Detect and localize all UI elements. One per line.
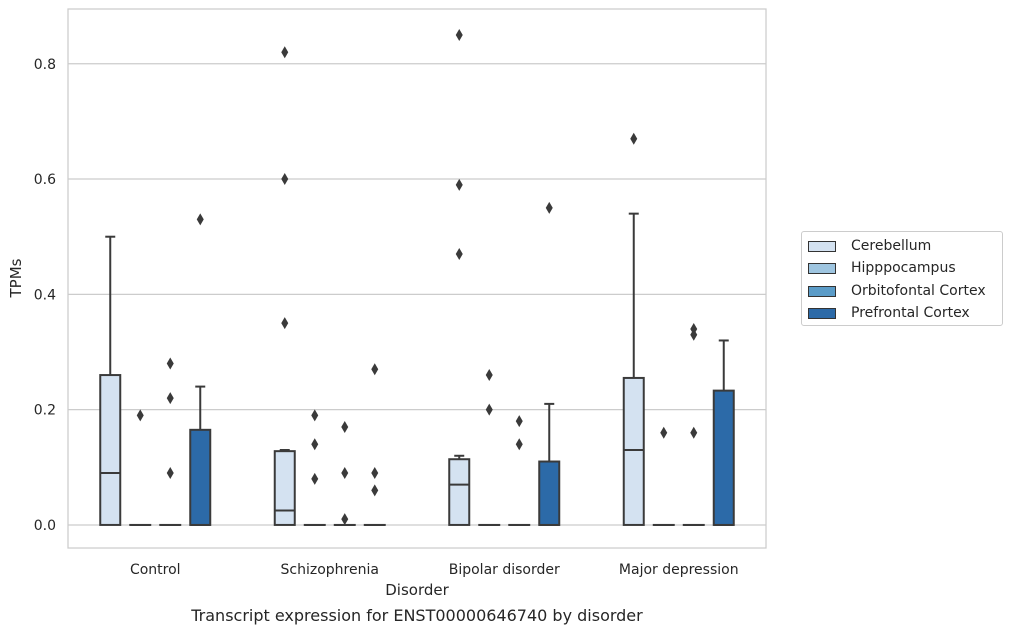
box-body <box>622 376 645 526</box>
outlier-point <box>455 248 463 260</box>
box-body <box>99 374 122 526</box>
box <box>682 322 705 526</box>
outlier-point <box>660 426 668 439</box>
box <box>478 369 501 526</box>
legend-swatch-cerebellum <box>808 240 836 252</box>
outlier-point <box>311 409 319 422</box>
y-axis-label: TPMs <box>7 258 25 298</box>
outlier-point <box>690 426 698 439</box>
legend-label-hippocampus: Hipppocampus <box>851 260 956 276</box>
outlier-point <box>515 415 523 428</box>
x-tick-label: Bipolar disorder <box>449 562 560 578</box>
legend-label-orbitofrontal: Orbitofontal Cortex <box>851 283 986 299</box>
legend-item-hippocampus: Hipppocampus <box>808 259 956 277</box>
outlier-point <box>485 369 493 382</box>
plot-frame <box>67 8 767 549</box>
y-tick-label: 0.6 <box>34 172 56 188</box>
box <box>273 46 296 526</box>
box <box>99 235 122 526</box>
box <box>652 426 675 526</box>
y-axis-ticks: 0.0 0.2 0.4 0.6 0.8 <box>34 57 56 534</box>
y-tick-label: 0.4 <box>34 287 56 303</box>
box-body <box>538 460 561 526</box>
outlier-point <box>371 363 379 376</box>
outlier-point <box>515 438 523 451</box>
box-series <box>99 28 735 526</box>
outlier-point <box>311 472 319 485</box>
legend: Cerebellum Hipppocampus Orbitofontal Cor… <box>801 231 1003 326</box>
x-tick-label: Control <box>130 562 181 578</box>
outlier-point <box>371 484 379 497</box>
y-tick-label: 0.0 <box>34 518 56 534</box>
outlier-point <box>341 420 349 433</box>
outlier-point <box>281 317 289 330</box>
x-tick-label: Major depression <box>619 562 739 578</box>
box <box>448 28 471 526</box>
outlier-point <box>136 409 144 422</box>
box <box>538 201 561 526</box>
outlier-point <box>455 28 463 41</box>
legend-item-cerebellum: Cerebellum <box>808 237 931 255</box>
y-tick-label: 0.8 <box>34 57 56 73</box>
figure-caption: Transcript expression for ENST0000064674… <box>191 606 643 625</box>
box <box>189 213 212 526</box>
outlier-point <box>166 467 174 480</box>
outlier-point <box>166 357 174 370</box>
legend-label-prefrontal: Prefrontal Cortex <box>851 305 970 321</box>
outlier-point <box>630 132 638 145</box>
outlier-point <box>690 328 698 341</box>
box <box>129 409 152 526</box>
box-body <box>712 389 735 526</box>
legend-swatch-orbitofrontal <box>808 285 836 297</box>
gridlines <box>68 63 766 526</box>
outlier-point <box>196 213 204 226</box>
box <box>508 415 531 526</box>
box <box>159 357 182 526</box>
y-tick-label: 0.2 <box>34 403 56 419</box>
box <box>363 363 386 526</box>
box-body <box>273 450 296 526</box>
outlier-point <box>371 467 379 480</box>
outlier-point <box>311 438 319 451</box>
box <box>712 339 735 526</box>
outlier-point <box>545 201 553 214</box>
outlier-point <box>485 403 493 416</box>
box-body <box>448 458 471 526</box>
legend-swatch-hippocampus <box>808 262 836 274</box>
box <box>622 132 645 526</box>
legend-label-cerebellum: Cerebellum <box>851 238 932 254</box>
legend-item-orbitofrontal: Orbitofontal Cortex <box>808 282 986 300</box>
x-axis-ticks: Control Schizophrenia Bipolar disorder Majo… <box>130 562 739 578</box>
box-body <box>189 428 212 526</box>
x-axis-label: Disorder <box>385 581 449 599</box>
box <box>303 409 326 526</box>
x-tick-label: Schizophrenia <box>281 562 379 578</box>
legend-item-prefrontal: Prefrontal Cortex <box>808 304 970 322</box>
outlier-point <box>166 392 174 405</box>
box <box>333 420 356 526</box>
legend-swatch-prefrontal <box>808 307 836 319</box>
outlier-point <box>341 467 349 480</box>
outlier-point <box>455 178 463 191</box>
outlier-point <box>281 46 289 59</box>
outlier-point <box>281 173 289 186</box>
outlier-point <box>341 513 349 526</box>
